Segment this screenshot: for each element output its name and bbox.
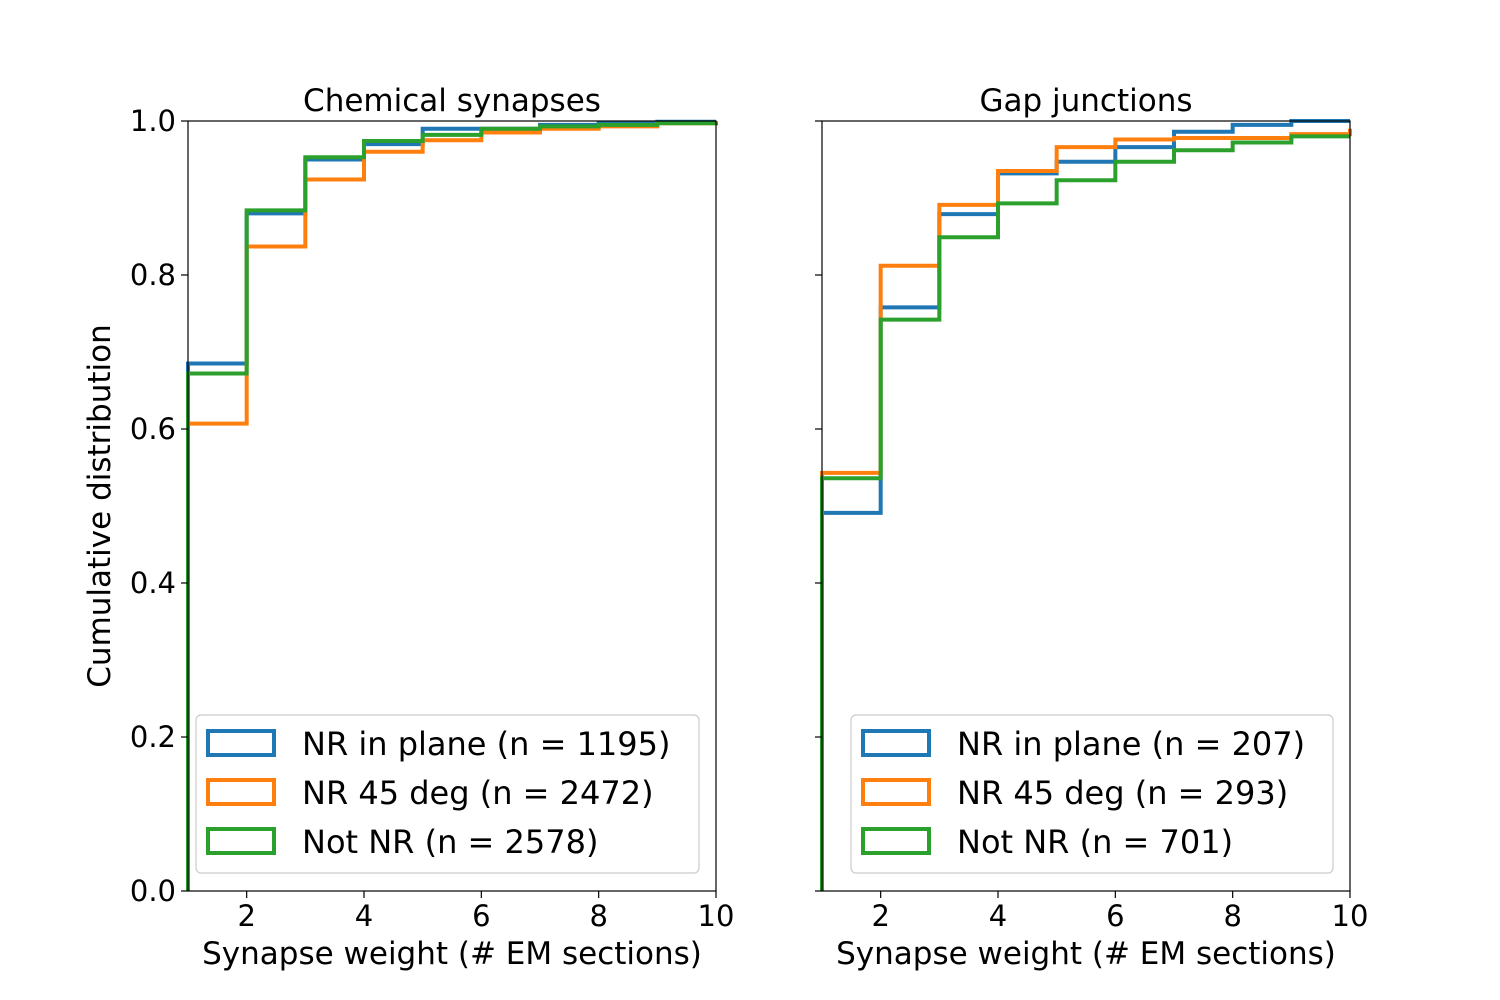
x-tick-label: 10 bbox=[1332, 899, 1369, 933]
legend-entry-2: NR 45 deg (n = 2472) bbox=[302, 774, 654, 812]
x-tick-label: 10 bbox=[698, 899, 735, 933]
series-line-3 bbox=[820, 134, 1350, 891]
chart-title: Chemical synapses bbox=[303, 83, 601, 119]
x-tick-label: 4 bbox=[989, 899, 1007, 933]
legend-entry-1: NR in plane (n = 207) bbox=[957, 725, 1305, 763]
y-tick-label: 0.0 bbox=[130, 874, 176, 908]
x-tick-label: 6 bbox=[1106, 899, 1124, 933]
legend-entry-3: Not NR (n = 701) bbox=[957, 823, 1233, 861]
legend: NR in plane (n = 1195) NR 45 deg (n = 247… bbox=[195, 714, 700, 874]
gap-junctions-panel: Gap junctions Synapse weight (# EM sectio… bbox=[815, 83, 1368, 972]
legend: NR in plane (n = 207) NR 45 deg (n = 293)… bbox=[850, 714, 1334, 874]
series-line-3 bbox=[186, 121, 718, 891]
plot-area-frame bbox=[821, 120, 1351, 892]
chart-title: Gap junctions bbox=[979, 83, 1192, 119]
legend-swatch-3 bbox=[206, 827, 276, 855]
x-tick-label: 2 bbox=[237, 899, 255, 933]
x-tick-label: 6 bbox=[472, 899, 490, 933]
legend-entry-3: Not NR (n = 2578) bbox=[302, 823, 598, 861]
y-tick-label: 0.8 bbox=[130, 258, 176, 292]
x-tick-label: 8 bbox=[589, 899, 607, 933]
y-axis-label: Cumulative distribution bbox=[82, 324, 118, 687]
legend-swatch-1 bbox=[206, 729, 276, 757]
y-tick-label: 0.6 bbox=[130, 412, 176, 446]
x-axis-label: Synapse weight (# EM sections) bbox=[202, 936, 702, 972]
legend-frame bbox=[195, 714, 700, 874]
legend-entry-2: NR 45 deg (n = 293) bbox=[957, 774, 1288, 812]
y-tick-label: 0.2 bbox=[130, 720, 176, 754]
x-axis-label: Synapse weight (# EM sections) bbox=[836, 936, 1336, 972]
x-tick-label: 4 bbox=[355, 899, 373, 933]
x-tick-label: 8 bbox=[1223, 899, 1241, 933]
chemical-synapses-panel: Chemical synapses Synapse weight (# EM se… bbox=[82, 83, 734, 972]
legend-swatch-1 bbox=[861, 729, 931, 757]
legend-swatch-2 bbox=[206, 778, 276, 806]
plot-area-frame bbox=[187, 120, 717, 892]
legend-swatch-3 bbox=[861, 827, 931, 855]
legend-swatch-2 bbox=[861, 778, 931, 806]
x-tick-label: 2 bbox=[871, 899, 889, 933]
legend-entry-1: NR in plane (n = 1195) bbox=[302, 725, 670, 763]
legend-frame bbox=[850, 714, 1334, 874]
y-tick-label: 1.0 bbox=[130, 104, 176, 138]
y-tick-label: 0.4 bbox=[130, 566, 176, 600]
